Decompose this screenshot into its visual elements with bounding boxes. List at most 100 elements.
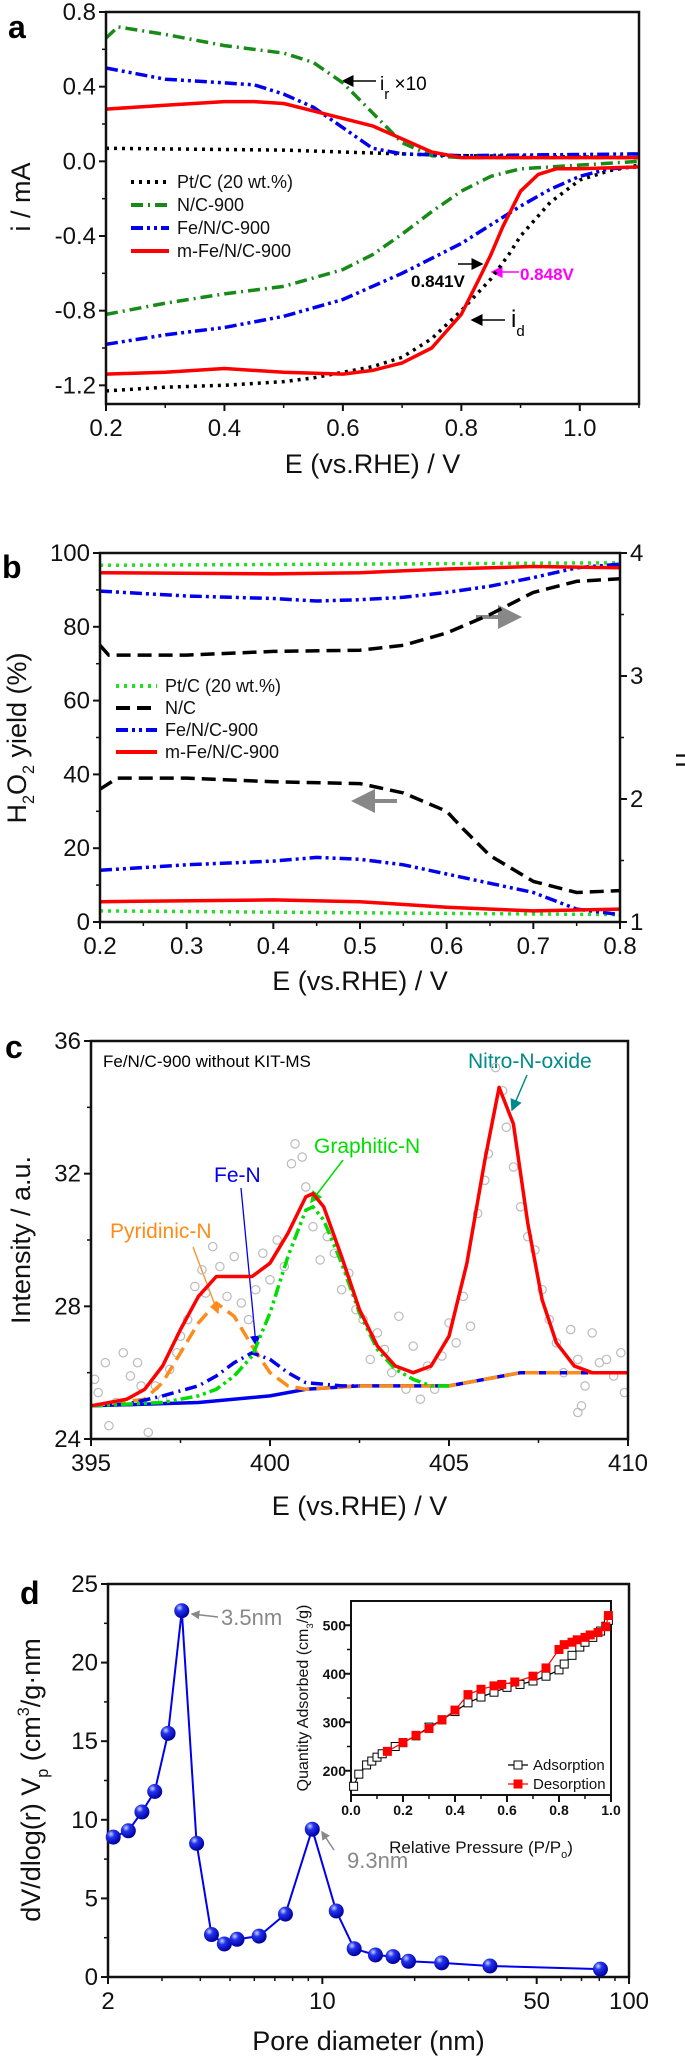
svg-text:0.848V: 0.848V [520,265,575,284]
raw-data-point [222,1291,232,1302]
raw-data-point [336,1284,347,1295]
y-tick-label: 28 [54,1293,81,1320]
inset-data-point [559,1659,569,1669]
y-tick-label: 20 [71,1650,98,1677]
x-tick-label: 0.4 [208,415,241,442]
x-tick-label: 0.6 [497,1802,517,1818]
y-tick-label: 15 [71,1728,98,1755]
inset-data-point [559,1640,569,1650]
x-tick-label: 50 [523,1988,550,2015]
inset-data-point [510,1677,520,1687]
inset-data-point [349,1781,359,1791]
data-point [229,1931,245,1947]
annotation-halfwave-mfe: 0.848V [490,265,575,284]
data-point [346,1941,362,1957]
data-point [434,1955,450,1971]
raw-data-point [250,1284,261,1295]
raw-data-point [580,1381,590,1391]
raw-data-point [104,1420,114,1431]
raw-data-point [243,1314,254,1325]
y-tick-label: 10 [71,1807,98,1834]
y-tick-label: 40 [63,761,90,788]
data-point [120,1823,136,1839]
series-n-3 [99,564,621,576]
raw-data-point [365,1354,376,1365]
raw-data-point [258,1248,268,1259]
x-tick-label: 2 [101,1988,114,2015]
inset-data-point [398,1738,408,1748]
series-n-1 [98,577,621,657]
arrow-icon [240,1187,261,1347]
series-ring-2 [105,66,640,158]
inset-data-point [382,1746,392,1756]
inset-data-point [463,1698,473,1708]
series-disk-1 [105,159,640,317]
series-h2o2-0 [99,909,621,917]
y-tick-label: 3 [630,663,643,690]
inset-data-point [450,1705,460,1715]
arrow-icon [510,1074,528,1112]
series-fit [90,1085,628,1408]
data-point [304,1821,320,1837]
y-tick-label: 200 [323,1763,347,1779]
raw-data-point [190,1281,200,1292]
y-tick-label: 25 [71,1571,98,1598]
annotation-ring-current: ir ×10 [341,74,427,103]
data-point [134,1804,150,1820]
x-tick-label: 0.8 [445,415,478,442]
series-ring-3 [105,99,639,160]
raw-data-point [93,1387,103,1398]
raw-data-point [508,1162,519,1172]
x-tick-label: 410 [608,1450,648,1477]
panel-c-title: Fe/N/C-900 without KIT-MS [103,1052,311,1071]
label-pyridinic-n: Pyridinic-N [110,1220,212,1243]
data-point [482,1958,498,1974]
x-axis-label: E (vs.RHE) / V [285,449,461,479]
y-axis-label: dV/dlog(r) Vp (cm3/g·nm [15,1638,52,1922]
y-tick-label: 60 [63,688,90,715]
legend-label: m-Fe/N/C-900 [177,241,291,261]
raw-data-point [197,1265,207,1275]
x-tick-label: 0.7 [517,933,550,960]
raw-data-point [132,1357,143,1368]
x-tick-label: 0.2 [89,415,122,442]
y-tick-label: 32 [54,1161,81,1188]
x-tick-label: 1.0 [601,1802,621,1818]
inset-data-point [489,1681,499,1691]
raw-data-point [118,1347,129,1358]
y-tick-label: 0 [77,909,90,936]
arrow-icon [321,1830,335,1851]
data-point [105,1829,121,1845]
data-point [367,1947,383,1963]
y-tick-label: 80 [63,614,90,641]
raw-data-point [143,1427,154,1438]
inset-y-axis-label: Quantity Adsorbed (cm3/g) [295,1605,316,1792]
panel-label-c: c [5,1029,23,1065]
panel-label-a: a [8,9,26,45]
x-axis-label: E (vs.RHE) / V [272,1491,448,1521]
svg-text:ir ×10: ir ×10 [380,74,427,103]
raw-data-point [465,1321,476,1332]
x-tick-label: 0.8 [549,1802,569,1818]
inset-data-point [497,1679,507,1689]
panel-label-d: d [20,1575,40,1611]
series-fen [90,1351,360,1408]
arrow-icon [192,1246,220,1315]
y-tick-label: 24 [54,1426,81,1453]
inset-data-point [554,1665,564,1675]
x-tick-label: 0.4 [445,1802,465,1818]
arrow-icon [190,1610,219,1620]
annotation-disk-current: id [470,306,525,340]
raw-data-point [616,1347,626,1358]
y-tick-label: -0.4 [55,223,96,250]
inset-data-point [541,1663,551,1673]
x-tick-label: 0.6 [326,415,359,442]
legend-label: N/C-900 [177,195,244,215]
raw-data-point [315,1255,325,1265]
y-axis-label: i / mA [6,162,36,231]
svg-text:0.841V: 0.841V [411,272,466,291]
inset-data-point [476,1684,486,1694]
series-h2o2-3 [99,898,621,913]
inset-data-point [437,1715,447,1725]
